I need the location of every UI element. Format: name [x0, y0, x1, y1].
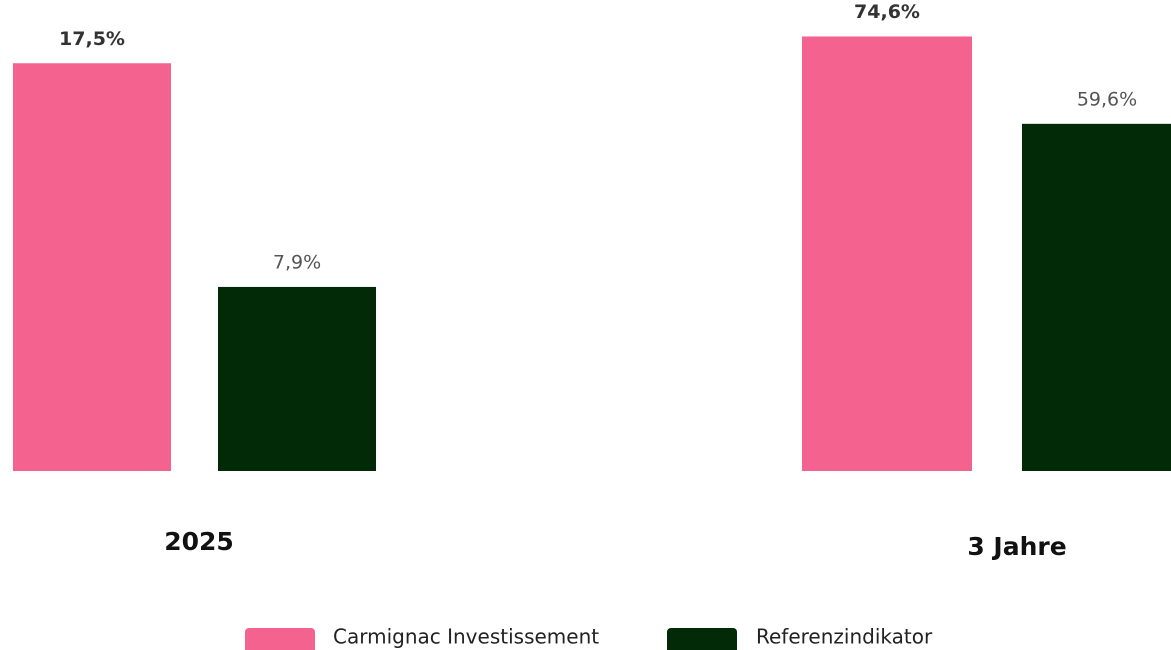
legend-label: Referenzindikator — [756, 625, 933, 649]
category-label: 3 Jahre — [967, 532, 1066, 561]
legend-swatch — [245, 628, 315, 650]
bar — [13, 63, 171, 471]
category-label: 2025 — [164, 527, 234, 556]
legend-label: Carmignac Investissement — [333, 625, 599, 649]
legend-swatch — [667, 628, 737, 650]
bar — [802, 36, 972, 471]
value-label: 59,6% — [1077, 88, 1137, 110]
bar — [1022, 123, 1171, 471]
value-label: 74,6% — [854, 1, 920, 23]
value-label: 17,5% — [59, 28, 125, 50]
value-label: 7,9% — [273, 251, 321, 273]
bar — [218, 286, 376, 471]
